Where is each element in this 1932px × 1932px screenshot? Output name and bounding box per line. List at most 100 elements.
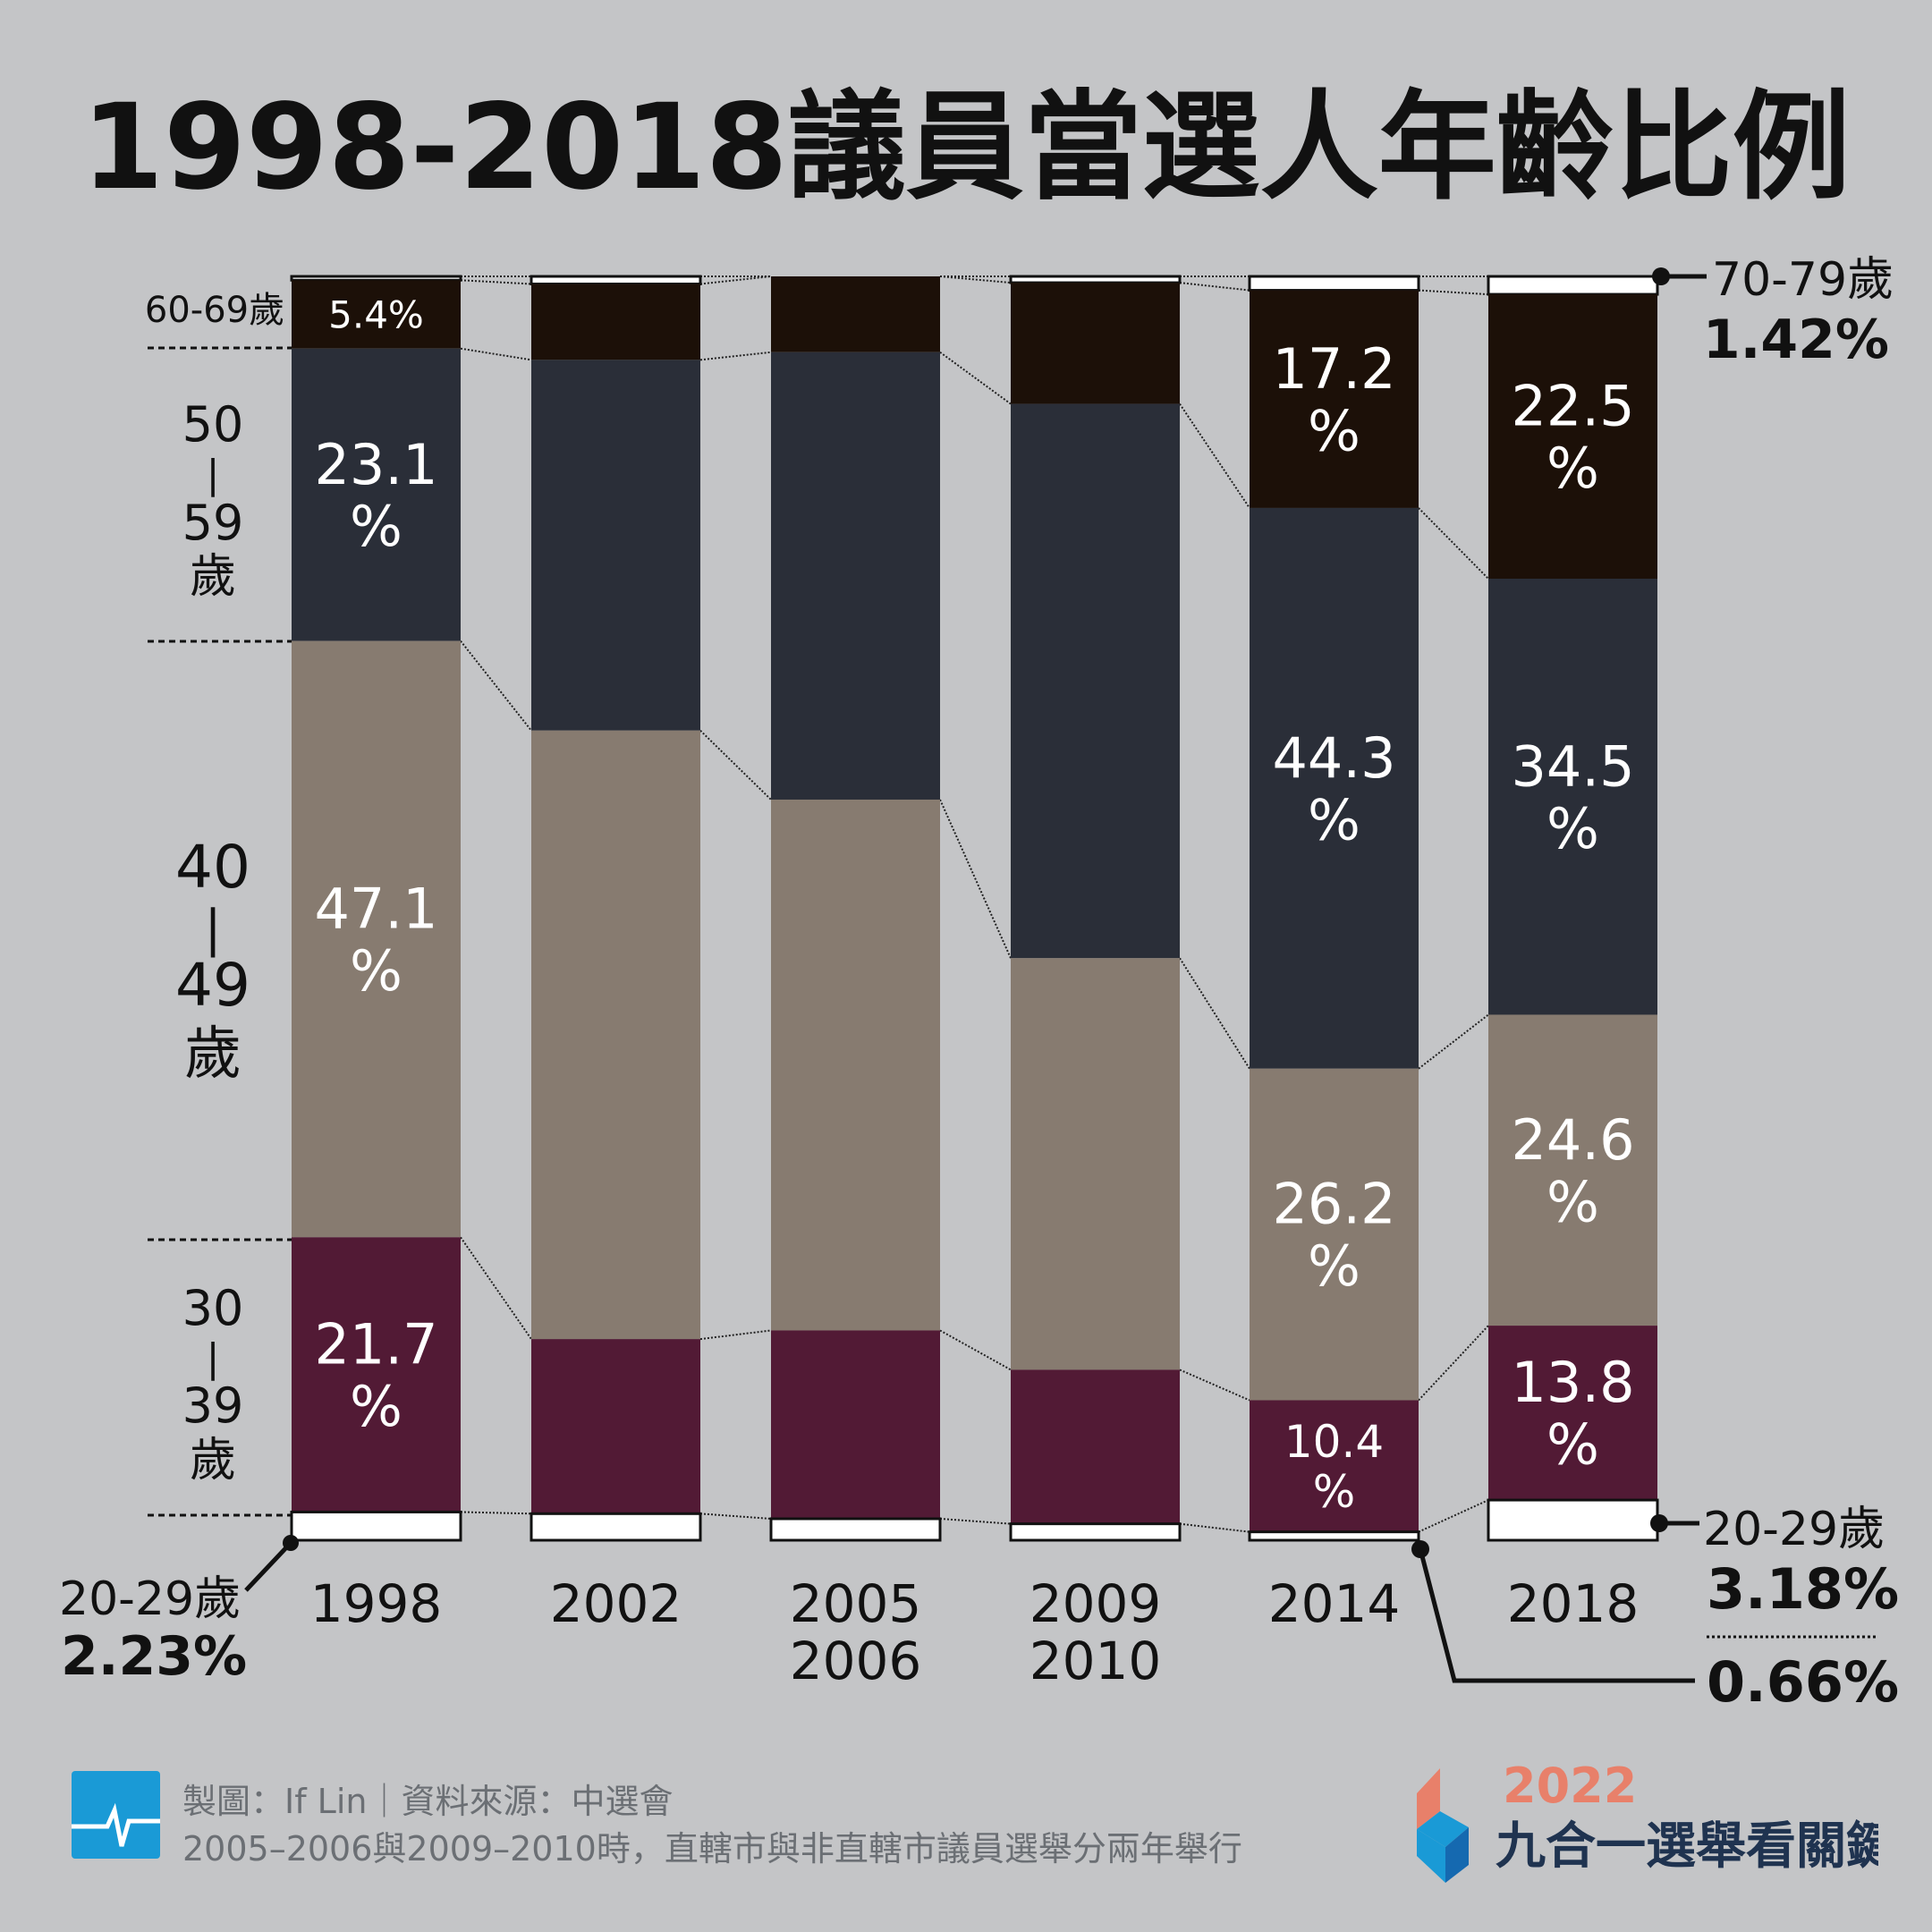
bar-segment-70-79-2014 <box>1248 275 1420 292</box>
bar-segment-50-59-2018 <box>1488 578 1657 1015</box>
bar-segment-30-39-2002 <box>531 1339 700 1514</box>
data-label: 44.3% <box>1272 725 1395 852</box>
right-age-labels: 70-79歲 1.42% 20-29歲 3.18% 0.66% <box>1411 253 1899 1715</box>
bar-segment-50-59-2002 <box>531 360 700 731</box>
data-label: 21.7% <box>314 1311 437 1438</box>
x-tick-label: 2018 <box>1507 1573 1640 1634</box>
data-label: 26.2% <box>1272 1172 1395 1299</box>
bar-segment-40-49-2009 <box>1011 958 1180 1370</box>
connector-line <box>460 640 532 732</box>
data-label: 34.5% <box>1511 733 1634 860</box>
x-tick-label: 2006 <box>790 1631 922 1691</box>
connector-line <box>699 730 772 801</box>
bar-segment-20-29-2005 <box>769 1517 942 1542</box>
bar-segment-40-49-2014 <box>1250 1068 1419 1401</box>
chart-maker-logo-icon <box>72 1771 160 1859</box>
credit-text: 製圖：If Lin｜資料來源：中選會 <box>182 1782 674 1821</box>
connector-line <box>1418 1325 1489 1402</box>
bar-segment-60-69-2009 <box>1011 283 1180 404</box>
label-20-29-right: 20-29歲 <box>1703 1503 1885 1556</box>
bar-segment-70-79-2002 <box>530 275 702 285</box>
connector-line <box>1418 289 1489 296</box>
connector-line <box>460 347 532 361</box>
bar-segment-30-39-1998 <box>292 1237 461 1513</box>
bar-segment-50-59-2009 <box>1011 403 1180 959</box>
bar-segment-20-29-2009 <box>1009 1522 1182 1542</box>
bar-segment-40-49-2005 <box>771 799 940 1331</box>
data-label: 24.6% <box>1511 1107 1634 1234</box>
logo-text: 九合一選舉看關鍵 <box>1496 1818 1878 1876</box>
bars: 5.4% 23.1 % 47.1 % 21.7 % 17.2 % 44.3 % 26.2 % 10.4 % 2… <box>290 275 1659 1542</box>
logo-year: 2022 <box>1503 1758 1637 1814</box>
cube-icon <box>1417 1768 1440 1829</box>
label-30-39-a: 30 <box>182 1280 244 1336</box>
pointer-line <box>244 1541 292 1592</box>
connector-line <box>460 1236 532 1340</box>
bar-segment-40-49-2018 <box>1488 1014 1657 1326</box>
bar-segment-20-29-2002 <box>530 1512 702 1542</box>
label-50-59-a: 50 <box>182 396 244 453</box>
data-label: 5.4% <box>328 293 424 337</box>
connector-line <box>1179 1522 1250 1533</box>
data-label: 10.4% <box>1284 1416 1384 1518</box>
bar-segment-50-59-2005 <box>771 352 940 800</box>
value-20-29-2018: 3.18% <box>1707 1556 1899 1622</box>
label-40-49-d: 歲 <box>184 1021 242 1088</box>
value-70-79: 1.42% <box>1703 309 1889 371</box>
bar-segment-70-79-2009 <box>1009 275 1182 284</box>
connector-lines <box>460 275 1489 1533</box>
connector-line <box>1418 507 1489 580</box>
connector-line <box>699 351 772 361</box>
bar-segment-40-49-1998 <box>292 640 461 1238</box>
label-30-39-c: 39 <box>182 1377 244 1434</box>
bar-segment-30-39-2014 <box>1250 1400 1419 1532</box>
connector-line <box>1418 1013 1489 1070</box>
label-50-59-b: | <box>207 452 220 497</box>
connector-line <box>1179 1368 1250 1402</box>
data-label: 47.1% <box>314 877 437 1004</box>
bar-segment-60-69-2005 <box>771 276 940 352</box>
bar-segment-70-79-1998 <box>290 275 462 282</box>
connector-line <box>939 799 1012 959</box>
label-60-69: 60-69歲 <box>145 290 284 331</box>
bar-segment-30-39-2009 <box>1011 1369 1180 1524</box>
label-30-39-d: 歲 <box>190 1434 236 1487</box>
connector-line <box>1418 1499 1489 1533</box>
bar-segment-40-49-2002 <box>531 730 700 1340</box>
data-label: 13.8% <box>1511 1350 1634 1477</box>
connector-line <box>939 1329 1012 1371</box>
label-20-29-left: 20-29歲 <box>59 1572 241 1626</box>
connector-line <box>1179 957 1250 1070</box>
value-20-29-2014: 0.66% <box>1707 1649 1899 1715</box>
bar-segment-60-69-2002 <box>531 284 700 360</box>
bar-segment-30-39-2005 <box>771 1330 940 1519</box>
bar-segment-70-79-2018 <box>1487 275 1659 296</box>
bar-segment-50-59-1998 <box>292 348 461 641</box>
left-age-labels: 60-69歲 50 | 59 歲 40 | 49 歲 30 | 39 歲 20-… <box>59 290 299 1688</box>
value-20-29-1998: 2.23% <box>61 1625 247 1688</box>
label-40-49-b: | <box>205 900 222 958</box>
x-tick-label: 1998 <box>310 1573 443 1634</box>
bar-segment-20-29-2014 <box>1248 1530 1420 1542</box>
label-30-39-b: | <box>207 1335 220 1381</box>
bar-segment-20-29-2018 <box>1487 1498 1659 1542</box>
label-40-49-c: 49 <box>175 951 250 1020</box>
x-tick-label: 2009 <box>1030 1573 1162 1634</box>
bar-segment-60-69-2014 <box>1250 290 1419 508</box>
data-label: 23.1% <box>314 432 437 559</box>
bar-segment-60-69-2018 <box>1488 294 1657 579</box>
x-tick-label: 2002 <box>550 1573 682 1634</box>
label-50-59-d: 歲 <box>190 550 236 604</box>
bar-segment-30-39-2018 <box>1488 1326 1657 1501</box>
label-50-59-c: 59 <box>182 495 244 551</box>
data-label: 17.2% <box>1272 336 1395 463</box>
label-70-79: 70-79歲 <box>1712 253 1894 307</box>
bar-segment-60-69-1998 <box>292 280 461 349</box>
data-label: 22.5% <box>1511 374 1634 501</box>
connector-line <box>1179 403 1250 509</box>
heartbeat-icon <box>72 1802 160 1847</box>
connector-line <box>939 275 1012 284</box>
connector-line <box>939 1517 1012 1525</box>
